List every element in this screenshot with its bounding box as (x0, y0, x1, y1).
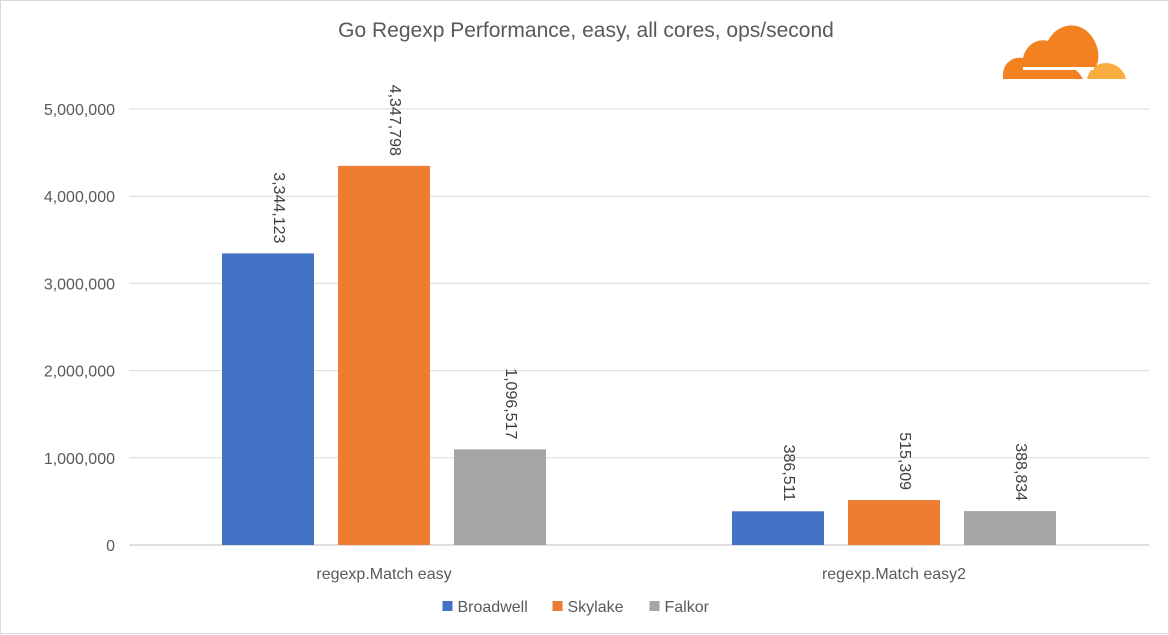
legend: Broadwell Skylake Falkor (442, 599, 710, 616)
cloudflare-logo-streak (1023, 67, 1094, 70)
data-label: 388,834 (1012, 443, 1029, 501)
cloudflare-cloud-small-shape (1087, 63, 1126, 79)
chart-title: Go Regexp Performance, easy, all cores, … (338, 19, 834, 42)
cloudflare-cloud-main-shape (1003, 25, 1099, 79)
bars (222, 165, 1056, 546)
bar-broadwell-2 (732, 511, 824, 545)
data-label: 1,096,517 (502, 368, 519, 439)
y-axis-tick-labels: 0 1,000,000 2,000,000 3,000,000 4,000,000 5,0… (44, 102, 115, 555)
bar-broadwell-1 (222, 253, 314, 546)
data-label: 3,344,123 (270, 172, 287, 243)
y-tick-label: 1,000,000 (44, 451, 115, 468)
y-tick-label: 5,000,000 (44, 102, 115, 119)
data-label: 4,347,798 (386, 85, 403, 156)
legend-label-falkor: Falkor (665, 599, 710, 616)
legend-swatch-falkor (649, 601, 660, 611)
bar-skylake-1 (338, 165, 430, 545)
y-tick-label: 4,000,000 (44, 189, 115, 206)
x-category-label: regexp.Match easy2 (822, 566, 966, 583)
bar-falkor-1 (454, 449, 546, 545)
data-labels: 3,344,123 4,347,798 1,096,517 386,511 515,30… (270, 85, 1029, 502)
bar-skylake-2 (848, 500, 940, 545)
y-tick-label: 0 (106, 538, 115, 555)
x-category-label: regexp.Match easy (316, 566, 451, 583)
legend-swatch-broadwell (442, 601, 453, 611)
data-label: 386,511 (780, 445, 797, 502)
legend-label-skylake: Skylake (568, 599, 624, 616)
legend-swatch-skylake (552, 601, 563, 611)
legend-label-broadwell: Broadwell (458, 599, 528, 616)
y-tick-label: 2,000,000 (44, 364, 115, 381)
x-axis-category-labels: regexp.Match easy regexp.Match easy2 (316, 566, 966, 583)
data-label: 515,309 (896, 432, 913, 490)
y-tick-label: 3,000,000 (44, 276, 115, 293)
bar-falkor-2 (964, 511, 1056, 545)
cloudflare-logo-icon (1003, 25, 1126, 79)
